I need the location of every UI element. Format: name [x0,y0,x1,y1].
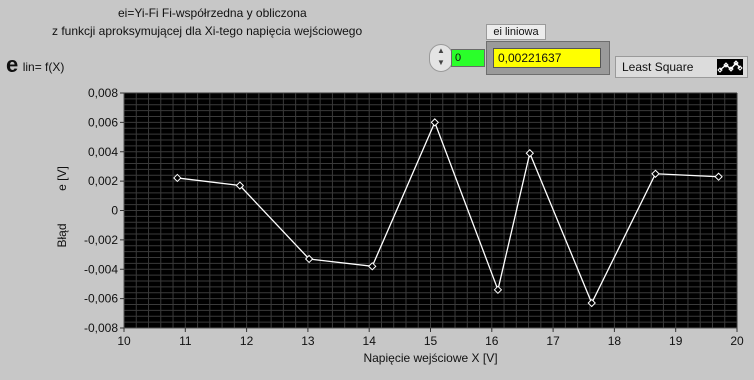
ei-liniowa-label: ei liniowa [486,24,546,40]
data-point [430,118,439,127]
data-point [235,181,245,190]
x-tick-label: 19 [669,334,683,348]
ei-liniowa-value: 0,00221637 [493,48,601,68]
x-tick-label: 16 [485,334,499,348]
array-index-value[interactable]: 0 [451,49,485,67]
plot-style-icon[interactable] [717,59,743,75]
description-line-1: ei=Yi-Fi Fi-współrzedna y obliczona [118,6,307,20]
increment-arrow-icon[interactable]: ▲ [437,46,445,55]
axes: 10 11 12 13 14 15 16 17 18 19 20 0,008 0,006 0,004 0,0… [84,86,744,348]
plot-legend[interactable]: Least Square [615,56,748,78]
graph-label: e lin= f(X) [6,52,64,78]
series-line [177,120,719,305]
x-tick-label: 13 [301,334,315,348]
y-tick-label: -0,008 [84,321,118,335]
data-series [173,118,723,308]
x-tick-label: 11 [179,334,192,348]
data-point [304,254,314,264]
y-tick-label: 0,002 [88,174,118,188]
y-axis-label-title: Błąd [55,223,69,247]
grid [123,92,738,329]
y-tick-label: -0,002 [84,233,118,247]
graph-label-text: lin= f(X) [22,60,65,74]
data-point [525,149,535,158]
description-line-2: z funkcji aproksymującej dla Xi-tego nap… [52,24,363,38]
y-tick-label: 0,006 [88,115,118,129]
y-axis-label-unit: e [V] [55,166,69,191]
decrement-arrow-icon[interactable]: ▼ [437,58,445,67]
data-point [651,169,660,178]
graph-label-symbol: e [6,52,19,77]
y-tick-label: 0,004 [88,145,118,159]
data-point [173,173,182,183]
data-point [587,298,596,308]
plot-legend-label: Least Square [622,60,694,74]
x-axis-label: Napięcie wejściowe X [V] [363,351,497,365]
y-tick-label: -0,004 [84,262,118,276]
x-tick-label: 20 [730,334,744,348]
y-tick-label: 0,008 [88,86,118,100]
y-tick-label: -0,006 [84,292,118,306]
array-index-control[interactable]: ▲ ▼ 0 [429,44,485,72]
x-tick-label: 14 [363,334,377,348]
data-point [493,285,503,295]
data-point [714,172,723,181]
x-tick-label: 10 [117,334,131,348]
x-tick-label: 17 [546,334,560,348]
x-tick-label: 12 [240,334,254,348]
data-point [368,262,377,271]
y-tick-label: 0 [111,204,118,218]
x-tick-label: 18 [608,334,622,348]
x-tick-label: 15 [424,334,438,348]
ei-liniowa-indicator-frame: 0,00221637 [486,41,610,75]
